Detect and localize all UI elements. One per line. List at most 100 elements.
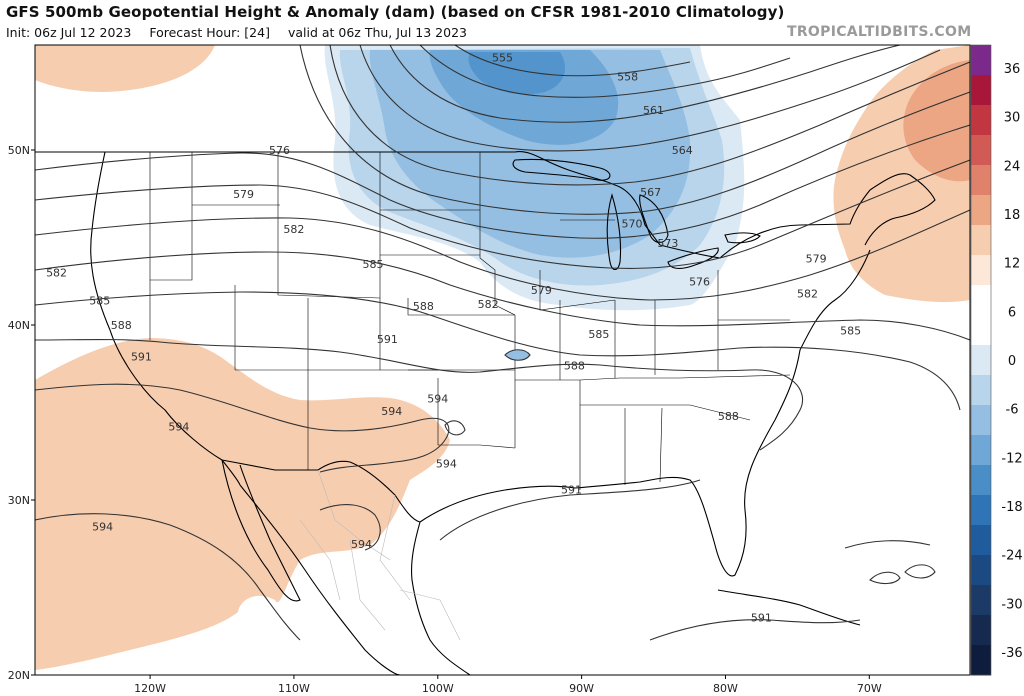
colorbar-swatch (971, 285, 991, 316)
colorbar-swatch (971, 465, 991, 496)
gulf-coast (419, 249, 871, 577)
colorbar-label: 0 (1008, 354, 1016, 369)
colorbar-swatch (971, 405, 991, 436)
colorbar-swatch (971, 225, 991, 256)
contour-label: 585 (840, 324, 861, 337)
lake-superior (512, 158, 611, 181)
contour-label: 591 (377, 333, 398, 346)
colorbar-label: -18 (1001, 500, 1022, 515)
colorbar-swatch (971, 75, 991, 106)
us-mexico-border (221, 459, 421, 523)
contour-label: 585 (588, 328, 609, 341)
anomaly-colorbar: 36 30 24 18 12 6 0 -6 -12 -18 -24 -30 -36 (970, 44, 1023, 676)
mexico-west-coast (239, 484, 401, 675)
contour-label: 576 (689, 275, 710, 288)
contour-label: 579 (233, 188, 254, 201)
forecast-hour: Forecast Hour: [24] (149, 25, 270, 40)
map-panel: 5555585615645675705735765765795825855885… (35, 45, 970, 675)
colorbar-swatch (971, 645, 991, 676)
contour-label: 564 (672, 144, 693, 157)
contour-label: 570 (621, 218, 642, 231)
contour-label: 591 (751, 611, 772, 624)
geopotential-height-contours (35, 45, 970, 641)
lon-tick-label: 80W (713, 682, 738, 695)
colorbar-swatch (971, 525, 991, 556)
colorbar-label: 30 (1004, 111, 1021, 126)
colorbar-swatch (971, 555, 991, 586)
height-anomaly-shading (35, 45, 970, 670)
colorbar-swatch (971, 375, 991, 406)
init-time: Init: 06z Jul 12 2023 (6, 25, 132, 40)
lat-tick-label: 50N (8, 144, 30, 157)
lake-ontario (724, 232, 761, 244)
state-boundaries (149, 152, 791, 490)
baja-california (221, 459, 301, 602)
lon-tick-label: 70W (857, 682, 882, 695)
contour-label: 594 (168, 421, 189, 434)
contour-label: 582 (46, 267, 67, 280)
contour-label: 594 (436, 457, 457, 470)
colorbar-label: 18 (1004, 208, 1021, 223)
contour-label: 582 (478, 298, 499, 311)
colorbar-swatch (971, 135, 991, 166)
colorbar-label: -24 (1001, 549, 1022, 564)
contour-label: 585 (363, 258, 384, 271)
colorbar-swatch (971, 255, 991, 286)
colorbar-label: 6 (1008, 305, 1016, 320)
lat-tick-label: 20N (8, 669, 30, 682)
contour-label: 591 (561, 484, 582, 497)
colorbar-label: -30 (1001, 597, 1022, 612)
colorbar-swatch (971, 585, 991, 616)
contour-label: 594 (351, 538, 372, 551)
lake-michigan (606, 193, 622, 271)
contour-label: 579 (806, 253, 827, 266)
contour-label: 567 (640, 186, 661, 199)
colorbar-frame (970, 44, 992, 676)
positive-anomaly-southwest (35, 338, 450, 670)
colorbar-label: 24 (1004, 159, 1021, 174)
contour-label: 594 (427, 393, 448, 406)
colorbar-label: 12 (1004, 257, 1021, 272)
lon-tick-label: 90W (569, 682, 594, 695)
contour-label: 558 (617, 71, 638, 84)
colorbar-label: -6 (1006, 403, 1019, 418)
chart-subtitle: Init: 06z Jul 12 2023 Forecast Hour: [24… (6, 25, 481, 40)
colorbar-swatch (971, 495, 991, 526)
lon-tick-label: 120W (134, 682, 166, 695)
contour-label: 588 (718, 410, 739, 423)
contour-label: 594 (92, 520, 113, 533)
contour-label: 585 (89, 295, 110, 308)
lake-erie (667, 247, 719, 269)
lon-tick-label: 100W (422, 682, 454, 695)
negative-anomaly-core (468, 52, 565, 95)
contour-label: 579 (531, 284, 552, 297)
contour-label-layer: 5555585615645675705735765765795825855885… (46, 51, 861, 624)
contour-label: 582 (797, 288, 818, 301)
colorbar-label: -36 (1001, 646, 1022, 661)
colorbar-swatch (971, 435, 991, 466)
positive-anomaly-northwest (35, 45, 215, 92)
mexico-state-boundaries (299, 469, 461, 641)
contour-label: 594 (381, 405, 402, 418)
positive-anomaly-northeast-core (903, 60, 970, 182)
contour-label: 588 (564, 359, 585, 372)
contour-label: 573 (657, 237, 678, 250)
mexico-east-coast (411, 521, 471, 675)
colorbar-swatch (971, 105, 991, 136)
map-frame (34, 44, 971, 676)
colorbar-swatch (971, 45, 991, 76)
maritimes-coast (864, 173, 936, 246)
coastlines-and-borders (35, 151, 936, 675)
contour-label: 561 (643, 104, 664, 117)
colorbar-label: 36 (1004, 62, 1021, 77)
colorbar-swatch (971, 195, 991, 226)
cuba (717, 589, 861, 626)
lat-tick-label: 30N (8, 494, 30, 507)
colorbar-swatch (971, 165, 991, 196)
colorbar-swatch (971, 345, 991, 376)
contour-label: 582 (283, 223, 304, 236)
colorbar-swatch (971, 615, 991, 646)
contour-label: 576 (269, 144, 290, 157)
contour-label: 591 (131, 351, 152, 364)
